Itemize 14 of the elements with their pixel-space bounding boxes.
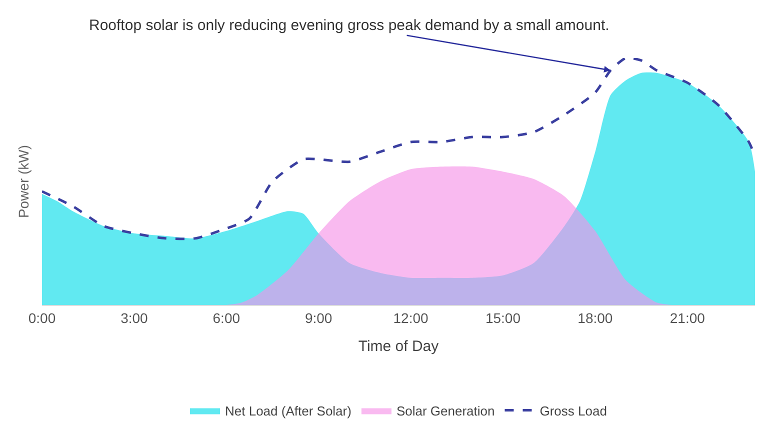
legend-label: Gross Load xyxy=(540,403,607,418)
x-tick-label: 18:00 xyxy=(578,310,613,326)
x-tick-label: 3:00 xyxy=(120,310,148,326)
y-axis-title: Power (kW) xyxy=(16,144,32,218)
x-tick-label: 12:00 xyxy=(393,310,429,326)
x-tick-label: 15:00 xyxy=(485,310,521,326)
x-axis-title: Time of Day xyxy=(358,338,440,355)
annotation: Rooftop solar is only reducing evening gross peak demand by a small amount. xyxy=(89,17,610,34)
x-tick-label: 9:00 xyxy=(304,310,332,326)
legend-label: Net Load (After Solar) xyxy=(225,403,352,418)
x-tick-label: 6:00 xyxy=(212,310,240,326)
x-tick-label: 0:00 xyxy=(28,310,56,326)
x-tick-label: 21:00 xyxy=(670,310,706,326)
legend-label: Solar Generation xyxy=(396,403,495,418)
